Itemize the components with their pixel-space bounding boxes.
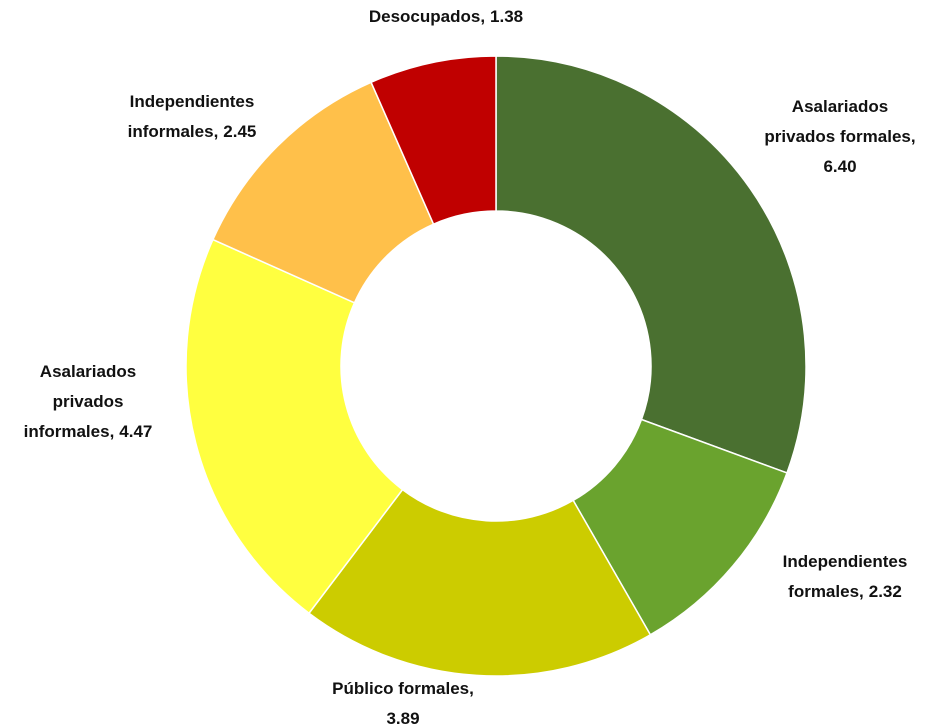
label-line: formales, (788, 582, 864, 601)
donut-slice (307, 488, 652, 677)
label-line: Asalariados (792, 97, 888, 116)
category-label: Desocupados, (369, 7, 485, 26)
data-label: Independientes formales, 2.32 (783, 552, 908, 601)
donut-slice (185, 238, 404, 615)
category-label: Independientes informales, (128, 92, 255, 141)
donut-slice (495, 55, 807, 474)
label-line: Independientes (783, 552, 908, 571)
value-label: 1.38 (490, 7, 523, 26)
category-label: Independientes formales, (783, 552, 908, 601)
label-line: privados formales, (764, 127, 915, 146)
donut-slice (370, 55, 497, 226)
label-line: Público formales, (332, 679, 474, 698)
value-label: 2.45 (223, 122, 256, 141)
data-label: Público formales, 3.89 (332, 679, 474, 728)
data-label: Independientes informales, 2.45 (128, 92, 257, 141)
data-label: Desocupados, 1.38 (369, 7, 523, 26)
label-line: informales, (24, 422, 115, 441)
value-label: 4.47 (119, 422, 152, 441)
value-label: 6.40 (823, 157, 856, 176)
value-label: 2.32 (869, 582, 902, 601)
value-label: 3.89 (386, 709, 419, 728)
label-line: Desocupados, (369, 7, 485, 26)
label-line: Asalariados (40, 362, 136, 381)
category-label: Asalariados privados formales, (764, 97, 915, 146)
data-label: Asalariados privados informales, 4.47 (24, 362, 153, 441)
category-label: Asalariados privados informales, (24, 362, 137, 441)
label-line: informales, (128, 122, 219, 141)
category-label: Público formales, (332, 679, 474, 698)
label-line: Independientes (130, 92, 255, 111)
label-line: privados (53, 392, 124, 411)
data-label: Asalariados privados formales, 6.40 (764, 97, 915, 176)
donut-slice (211, 81, 435, 304)
